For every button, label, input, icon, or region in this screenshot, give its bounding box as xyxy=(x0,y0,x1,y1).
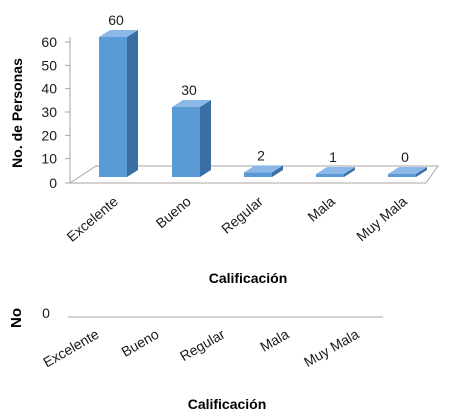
bar-top xyxy=(99,30,138,37)
bar-front xyxy=(388,174,416,177)
x-axis-labels: Excelente Bueno Regular Mala Muy Mala xyxy=(64,193,411,245)
y-axis: 0 10 20 30 40 50 60 xyxy=(41,34,71,191)
bar-top xyxy=(172,100,211,107)
data-labels: 60 30 2 1 0 xyxy=(108,12,409,165)
y-tick-label: 40 xyxy=(41,81,57,97)
x-axis-title: Calificación xyxy=(188,396,267,411)
bar-side xyxy=(127,30,138,177)
y-tick-label: 0 xyxy=(49,175,57,191)
data-label: 30 xyxy=(181,82,197,98)
x-tick-label: Excelente xyxy=(40,326,101,371)
x-tick-label: Mala xyxy=(304,193,338,225)
y-tick-label: 20 xyxy=(41,127,57,143)
bar-chart-partial: No 0 Excelente Bueno Regular Mala Muy Mala C… xyxy=(8,305,383,411)
x-tick-label: Bueno xyxy=(118,326,161,360)
data-label: 2 xyxy=(257,147,265,163)
x-tick-label: Muy Mala xyxy=(301,326,362,370)
bar-front xyxy=(172,107,200,177)
x-tick-label: Regular xyxy=(177,326,228,365)
y-axis-title-fragment: No xyxy=(8,308,25,328)
bar-front xyxy=(244,172,272,177)
x-tick-label: Bueno xyxy=(153,193,194,231)
bar-series xyxy=(99,30,427,177)
x-tick-label: Regular xyxy=(218,193,266,237)
bar-side xyxy=(416,167,427,177)
data-label: 1 xyxy=(329,149,337,165)
x-axis-title: Calificación xyxy=(209,270,288,286)
x-axis-labels: Excelente Bueno Regular Mala Muy Mala xyxy=(40,326,361,371)
bar-front xyxy=(316,174,344,177)
data-label: 60 xyxy=(108,12,124,28)
bar-top xyxy=(388,167,427,174)
y-axis-title: No. de Personas xyxy=(9,58,25,168)
bar-side xyxy=(200,100,211,177)
y-tick-label: 50 xyxy=(41,57,57,73)
bar-front xyxy=(99,37,127,177)
bar-side xyxy=(344,167,355,177)
bar-side xyxy=(272,165,283,177)
x-tick-label: Muy Mala xyxy=(353,193,410,244)
y-tick-label: 0 xyxy=(42,305,50,321)
x-tick-label: Excelente xyxy=(64,193,122,245)
bar-top xyxy=(244,165,283,173)
y-tick-label: 10 xyxy=(41,151,57,167)
x-tick-label: Mala xyxy=(257,326,291,355)
y-tick-label: 60 xyxy=(41,34,57,50)
y-tick-label: 30 xyxy=(41,104,57,120)
data-label: 0 xyxy=(401,149,409,165)
bar-top xyxy=(316,167,355,174)
